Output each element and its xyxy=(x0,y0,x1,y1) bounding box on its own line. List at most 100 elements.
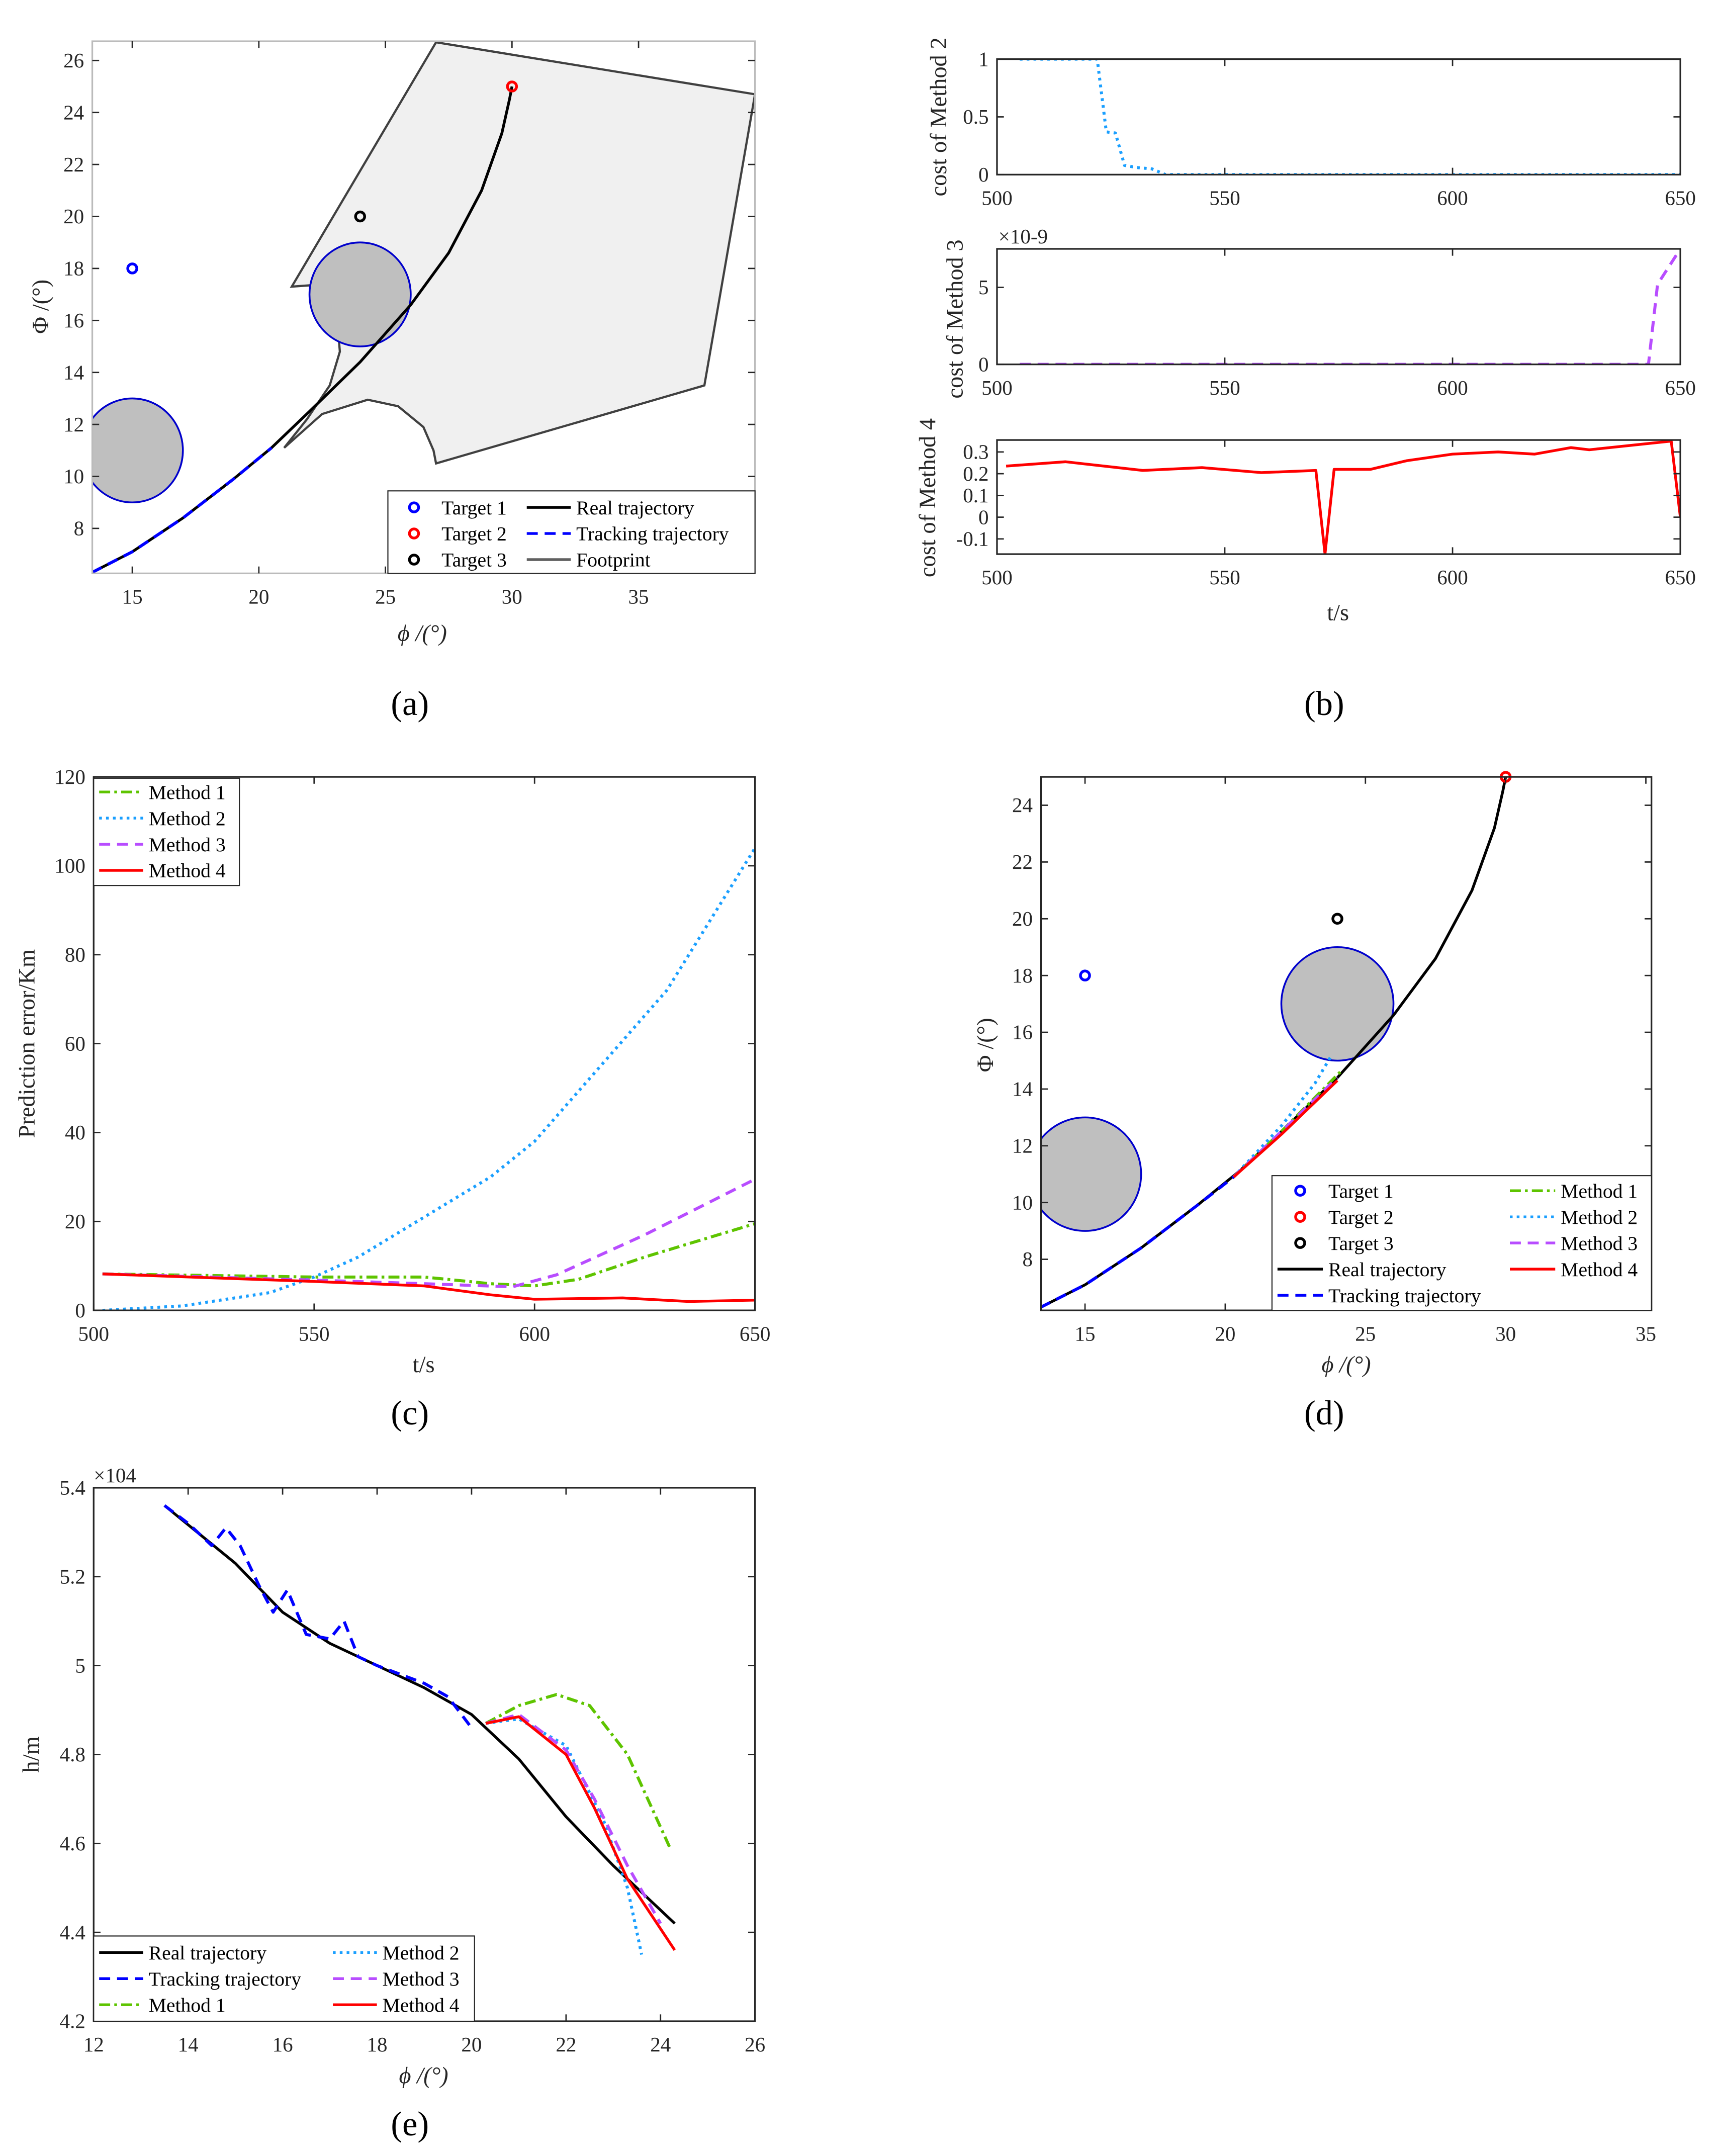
plot-area xyxy=(997,248,1681,365)
plot-content xyxy=(1020,248,1681,365)
y-tick-label: 10 xyxy=(1012,1191,1033,1214)
legend: Target 1 Target 2 Target 3 Real trajectory T… xyxy=(387,490,756,574)
y-tick-label: 5.2 xyxy=(60,1565,85,1588)
x-axis-label: ϕ /(°) xyxy=(1322,1352,1371,1378)
legend-label: Method 3 xyxy=(383,1968,460,1990)
y-tick-label: 14 xyxy=(63,361,84,384)
legend-entry: Method 1 xyxy=(99,781,226,803)
legend-label: Real trajectory xyxy=(149,1942,267,1964)
panel-label-b: (b) xyxy=(1304,684,1344,723)
y-tick-label: 120 xyxy=(54,765,85,788)
legend-label: Target 1 xyxy=(1328,1180,1394,1202)
y-tick-label: 4.8 xyxy=(60,1743,85,1766)
y-tick-label: 40 xyxy=(65,1121,85,1144)
x-axis-label: ϕ /(°) xyxy=(399,2063,448,2089)
series-method-3 xyxy=(1020,248,1681,365)
no-fly-zone-circle xyxy=(92,397,184,503)
y-tick-label: 0 xyxy=(75,1299,85,1322)
marker-target-2 xyxy=(506,80,518,93)
x-tick-label: 550 xyxy=(1209,566,1240,589)
y-tick-label: 0.3 xyxy=(963,440,988,464)
y-tick-label: 18 xyxy=(1012,964,1033,987)
legend-marker-icon xyxy=(1294,1237,1306,1249)
chart-e: 12 14 16 18 20 22 24 26 4.2 4.4 4.6 4.8 5 5.2 5.4 h/m ϕ … xyxy=(19,1464,765,2089)
legend-box xyxy=(387,490,756,574)
chart-b2: 500 550 600 650 0 5 cost of Method 3 ×10-9 xyxy=(943,225,1696,399)
plot-content xyxy=(92,41,755,574)
series-real-trajectory xyxy=(163,1504,676,1925)
marker-target-1 xyxy=(1079,969,1091,981)
plot-content xyxy=(1020,59,1681,175)
y-tick-label: 16 xyxy=(1012,1021,1033,1044)
y-tick-label: 60 xyxy=(65,1032,85,1055)
legend-entry: Footprint xyxy=(526,549,651,571)
plot-content xyxy=(102,847,755,1311)
legend-entry: Real trajectory xyxy=(526,497,694,519)
x-tick-label: 500 xyxy=(981,566,1013,589)
chart-b1: 500 550 600 650 0 0.5 1 cost of Method 2 xyxy=(926,37,1696,209)
x-tick-label: 20 xyxy=(1215,1322,1235,1345)
legend-entry: Method 3 xyxy=(333,1968,460,1990)
x-tick-label: 650 xyxy=(740,1322,771,1345)
x-tick-label: 20 xyxy=(248,585,269,608)
legend-label: Footprint xyxy=(576,549,651,571)
no-fly-zone-circle xyxy=(1041,1116,1142,1232)
legend-label: Method 2 xyxy=(1561,1206,1638,1228)
x-tick-label: 550 xyxy=(1209,186,1240,209)
legend-entry: Method 4 xyxy=(99,860,226,882)
y-axis-label: cost of Method 3 xyxy=(943,239,968,398)
y-tick-label: 26 xyxy=(63,49,84,72)
x-tick-label: 500 xyxy=(981,376,1013,399)
legend-label: Tracking trajectory xyxy=(149,1968,302,1990)
y-tick-label: 24 xyxy=(63,101,84,124)
no-fly-zone-circle xyxy=(1280,946,1395,1062)
x-tick-label: 500 xyxy=(78,1322,110,1345)
x-tick-label: 25 xyxy=(1355,1322,1376,1345)
y-axis-label: h/m xyxy=(19,1736,44,1772)
y-tick-label: 100 xyxy=(54,854,85,877)
y-axis-label: Prediction error/Km xyxy=(15,949,40,1138)
series-tracking-trajectory xyxy=(163,1504,473,1729)
chart-a: 15 20 25 30 35 8 10 12 14 16 18 20 22 24 26 Φ /(°) ϕ /(°… xyxy=(28,40,756,646)
no-fly-zone-circle xyxy=(308,241,412,347)
panel-label-d: (d) xyxy=(1304,1394,1344,1432)
x-tick-label: 24 xyxy=(650,2033,671,2056)
y-tick-label: 4.4 xyxy=(60,1921,85,1944)
y-tick-label: 8 xyxy=(1023,1247,1033,1271)
x-tick-label: 15 xyxy=(1075,1322,1096,1345)
y-tick-label: 4.6 xyxy=(60,1832,85,1855)
y-tick-label: 1 xyxy=(978,47,989,70)
y-tick-label: 16 xyxy=(63,309,84,332)
legend-entry: Real trajectory xyxy=(99,1942,266,1964)
plot-content xyxy=(1041,777,1507,1309)
y-tick-label: 0 xyxy=(978,163,989,186)
legend-marker-icon xyxy=(408,554,420,566)
legend-label: Tracking trajectory xyxy=(576,523,729,545)
x-tick-label: 15 xyxy=(122,585,143,608)
y-tick-label: -0.1 xyxy=(956,527,989,550)
plot-content xyxy=(1006,440,1681,555)
y-tick-label: 0.5 xyxy=(963,105,988,128)
panel-label-e: (e) xyxy=(391,2105,429,2143)
marker-target-3 xyxy=(354,210,366,223)
legend-label: Target 2 xyxy=(1328,1206,1394,1228)
x-tick-label: 25 xyxy=(375,585,396,608)
y-tick-label: 20 xyxy=(65,1210,85,1233)
legend-label: Method 3 xyxy=(1561,1232,1638,1254)
chart-b3: 500 550 600 650 -0.100.10.20.3 cost of Method… xyxy=(915,418,1696,625)
legend-box xyxy=(93,1935,475,2022)
x-tick-label: 14 xyxy=(178,2033,199,2056)
y-tick-label: 5 xyxy=(75,1654,85,1677)
y-tick-label: 80 xyxy=(65,943,85,966)
x-tick-label: 650 xyxy=(1665,186,1696,209)
legend-marker-icon xyxy=(1294,1185,1306,1197)
legend-label: Target 2 xyxy=(441,523,507,545)
x-tick-label: 600 xyxy=(1437,566,1468,589)
y-tick-label: 22 xyxy=(1012,850,1033,873)
y-tick-label: 0.2 xyxy=(963,462,988,485)
legend-entry: Target 3 xyxy=(1294,1232,1394,1254)
legend-box xyxy=(1271,1175,1652,1311)
legend-entry: Method 4 xyxy=(333,1994,460,2016)
legend-label: Method 2 xyxy=(149,807,226,830)
